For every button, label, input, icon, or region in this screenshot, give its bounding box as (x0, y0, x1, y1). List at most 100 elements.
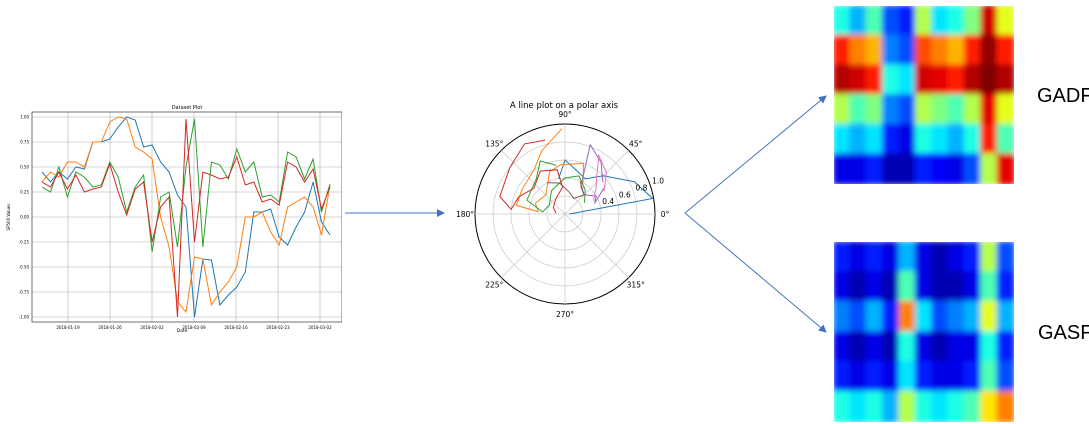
heatmap-cell (963, 301, 983, 333)
polar-chart-title: A line plot on a polar axis (510, 101, 619, 111)
heatmap-cell (963, 94, 983, 126)
polar-angle-label: 225° (485, 281, 503, 290)
heatmap-cell (931, 391, 950, 422)
heatmap-cell (914, 242, 934, 273)
line-chart-x-tick-label: 2018-02-09 (182, 325, 206, 330)
heatmap-cell (865, 64, 885, 96)
line-chart-y-tick-label: -0.25 (19, 240, 30, 245)
heatmap-cell (865, 6, 885, 37)
heatmap-cell (963, 64, 983, 96)
line-chart-title: Dataset Plot (172, 105, 203, 111)
heatmap-cell (996, 34, 1014, 67)
polar-angle-label: 315° (627, 281, 645, 290)
heatmap-cell (931, 64, 950, 96)
polar-spoke (501, 213, 566, 278)
heatmap-cell (931, 94, 950, 126)
line-chart-x-tick-label: 2018-01-26 (98, 325, 122, 330)
heatmap-cell (834, 94, 852, 126)
polar-series-6 (593, 153, 607, 201)
line-chart-y-tick-label: 0.00 (20, 215, 29, 220)
heatmap-cell (931, 153, 950, 184)
line-series-2 (41, 118, 331, 253)
heatmap-cell (931, 6, 950, 37)
polar-angle-label: 0° (661, 210, 670, 219)
heatmap-cell (996, 64, 1014, 96)
heatmap-cell (931, 361, 950, 393)
heatmap-cell (947, 6, 966, 37)
heatmap-cell (849, 271, 868, 303)
line-chart-frame (31, 111, 342, 323)
heatmap-cell (947, 153, 966, 184)
heatmap-cell (849, 301, 868, 333)
heatmap-cell (947, 301, 966, 333)
heatmap-cell (914, 64, 934, 96)
heatmap-cell (834, 271, 852, 303)
heatmap-cell (834, 123, 852, 156)
line-chart-x-ticks: 2018-01-19 2018-01-26 2018-02-02 2018-02-09… (56, 325, 332, 330)
heatmap-cell (947, 391, 966, 422)
heatmap-cell (898, 391, 917, 422)
heatmap-cell (849, 94, 868, 126)
heatmap-cell (865, 391, 885, 422)
heatmap-cell (931, 301, 950, 333)
arrow-polar-to-gadf (684, 95, 827, 214)
heatmap-cell (898, 242, 917, 273)
heatmap-cell (849, 34, 868, 67)
line-chart-y-ticks: 1.00 0.75 0.50 0.25 0.00 -0.25 -0.50 -0.75 -1.00 (19, 115, 30, 320)
heatmap-cell (914, 153, 934, 184)
polar-series-3 (499, 139, 564, 214)
heatmap-cell (898, 153, 917, 184)
heatmap-cell (980, 242, 999, 273)
heatmap-cell (882, 34, 901, 67)
arrow-polar-to-gasf (684, 212, 827, 333)
heatmap-cell (865, 331, 885, 363)
polar-chart-series (499, 128, 654, 215)
polar-angle-label: 180° (456, 210, 474, 219)
polar-series-5 (546, 181, 585, 199)
heatmap-cell (996, 153, 1014, 184)
heatmap-cell (963, 361, 983, 393)
heatmap-cell (980, 391, 999, 422)
heatmap-cell (865, 34, 885, 67)
line-chart-ylabel: SP500 Values (6, 204, 11, 231)
line-chart-y-tick-label: -0.75 (19, 290, 30, 295)
heatmap-cell (898, 301, 917, 333)
heatmap-cell (882, 242, 901, 273)
heatmap-cell (865, 123, 885, 156)
heatmap-cell (834, 301, 852, 333)
heatmap-cell (882, 271, 901, 303)
polar-chart-labels: 0° 45° 90° 135° 180° 225° 270° 315° 0.4 0.6 0.8 1.0 (456, 110, 670, 319)
heatmap-cell (914, 94, 934, 126)
heatmap-cell (947, 271, 966, 303)
heatmap-cell (996, 331, 1014, 363)
heatmap-cell (914, 34, 934, 67)
polar-series-2 (526, 160, 586, 213)
heatmap-cell (996, 94, 1014, 126)
heatmap-cell (849, 64, 868, 96)
heatmap-cell (849, 242, 868, 273)
polar-chart-grid (474, 123, 656, 305)
heatmap-cell (947, 242, 966, 273)
heatmap-cell (947, 64, 966, 96)
heatmap-cell (931, 331, 950, 363)
heatmap-cell (963, 242, 983, 273)
heatmap-cell (963, 331, 983, 363)
heatmap-cell (980, 94, 999, 126)
line-chart-y-tick-label: 0.25 (20, 190, 29, 195)
gasf-heatmap (834, 242, 1014, 422)
line-chart-y-tick-label: -0.50 (19, 265, 30, 270)
heatmap-cell (996, 271, 1014, 303)
polar-radial-label: 1.0 (652, 177, 664, 186)
polar-radial-label: 0.4 (602, 197, 614, 206)
heatmap-cell (980, 301, 999, 333)
heatmap-cell (963, 6, 983, 37)
gadf-heatmap (834, 6, 1014, 184)
heatmap-cell (882, 153, 901, 184)
heatmap-cell (980, 271, 999, 303)
heatmap-cell (849, 331, 868, 363)
heatmap-cell (898, 123, 917, 156)
heatmap-cell (996, 391, 1014, 422)
polar-series-0 (558, 159, 654, 215)
heatmap-cell (963, 271, 983, 303)
